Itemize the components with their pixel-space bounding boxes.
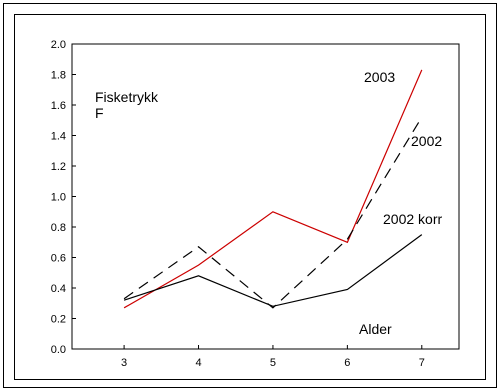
x-tick-label: 3 [121,357,127,369]
series-label-2003: 2003 [364,69,395,85]
y-tick-label: 1.2 [51,161,66,173]
y-tick-label: 0.4 [51,283,66,295]
series-label-2002: 2002 [411,133,442,149]
x-axis-label: Alder [359,321,392,337]
y-tick-label: 1.6 [51,100,66,112]
y-axis-label-line2: F [95,105,104,121]
y-tick-label: 2.0 [51,39,66,51]
y-tick-label: 0.8 [51,222,66,234]
series-line-2002 [123,116,423,309]
y-tick-label: 1.4 [51,131,66,143]
series-line-2002-korr [123,234,423,307]
x-tick-label: 6 [344,357,350,369]
y-tick-label: 0.6 [51,253,66,265]
x-tick-label: 4 [195,357,201,369]
outer-frame [3,3,497,388]
x-tick-label: 7 [419,357,425,369]
y-tick-label: 0.0 [51,344,66,356]
series-lines [123,69,423,309]
series-label-2002-korr: 2002 korr [383,211,442,227]
y-tick-label: 1.8 [51,70,66,82]
series-line-2003 [123,69,423,309]
y-tick-label: 1.0 [51,192,66,204]
y-tick-label: 0.2 [51,314,66,326]
y-axis-label-line1: Fisketrykk [95,89,159,105]
x-tick-label: 5 [270,357,276,369]
inner-frame [14,14,486,380]
ticks: 0.0 0.2 0.4 0.6 0.8 1.0 1.2 1.4 1.6 1.8 2.0 3 4 5 6 7 [51,39,425,369]
